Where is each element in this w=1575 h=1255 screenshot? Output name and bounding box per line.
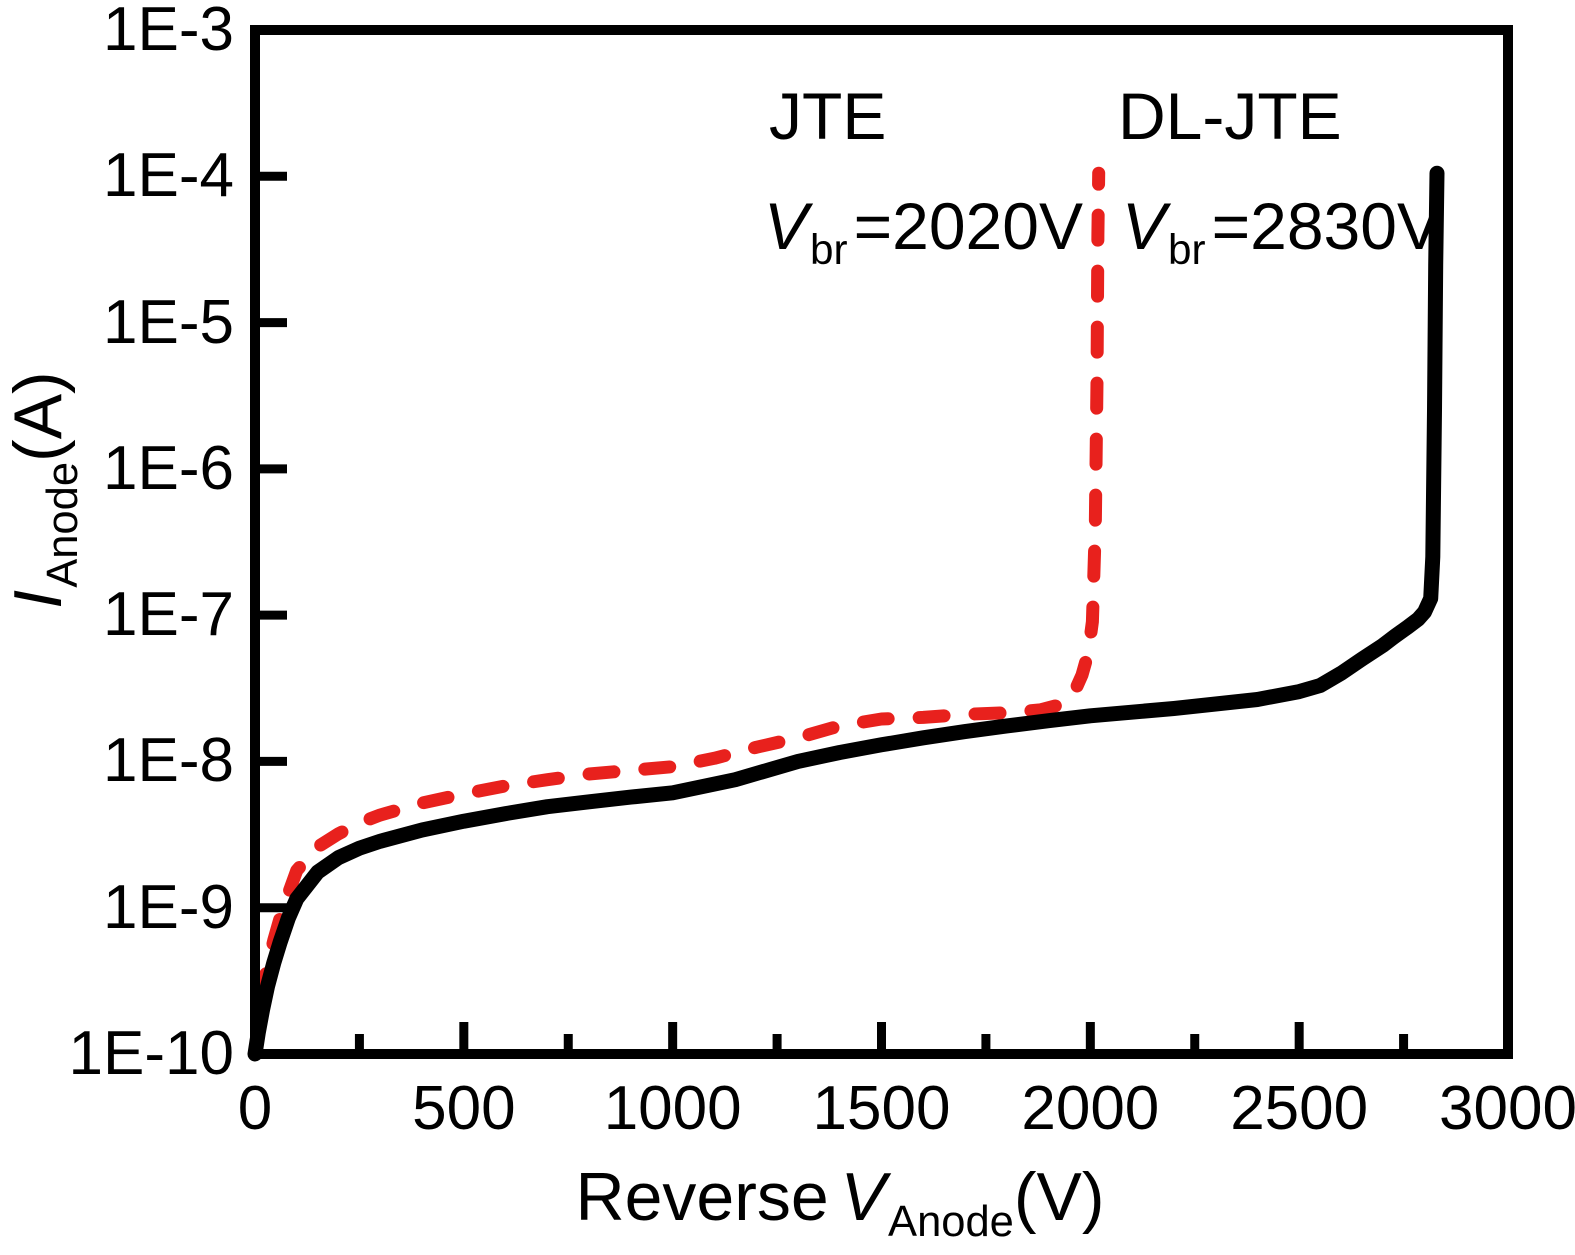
vbr2-value: =2830V [1211,189,1441,263]
y-tick-label: 1E-5 [103,287,234,357]
x-tick-label: 2000 [1021,1074,1160,1143]
y-axis-symbol: I [0,589,76,609]
series-label-jte: JTE [769,79,887,153]
x-axis-symbol: V [840,1159,887,1235]
series-jte-curve [248,166,1106,1061]
y-tick-label: 1E-9 [103,872,234,942]
vbr1-value: =2020V [853,189,1083,263]
y-tick-label: 1E-10 [68,1019,234,1088]
series-dl-jte-curve [247,165,1445,1062]
y-axis-subscript: Anode [38,461,87,588]
y-tick-label: 1E-7 [103,580,234,650]
series-label-dl-jte: DL-JTE [1118,79,1342,153]
y-axis-unit: (A) [0,371,76,462]
vbr1-subscript: br [810,226,848,274]
x-axis-prefix: Reverse [575,1159,829,1235]
y-tick-label: 1E-8 [103,726,234,796]
vbr1-symbol: V [764,189,809,263]
x-tick-label: 1500 [812,1074,951,1143]
jte-breakdown-annotation: Vbr=2020V [764,193,1083,271]
x-axis-unit: (V) [1013,1159,1105,1235]
x-axis-title: Reverse VAnode(V) [575,1163,1104,1243]
x-tick-label: 500 [412,1074,516,1143]
dl-jte-breakdown-annotation: Vbr=2830V [1122,193,1441,271]
x-tick-label: 0 [237,1074,273,1143]
y-axis-title: IAnode(A) [0,371,87,608]
y-tick-label: 1E-3 [103,0,234,64]
x-tick-label: 1000 [603,1074,742,1143]
vbr2-subscript: br [1168,226,1206,274]
y-tick-label: 1E-4 [103,141,234,211]
y-tick-label: 1E-6 [103,433,234,503]
x-tick-label: 3000 [1439,1074,1575,1143]
vbr2-symbol: V [1122,189,1167,263]
x-axis-subscript: Anode [888,1197,1014,1246]
x-tick-label: 2500 [1230,1074,1369,1143]
plot-frame [250,25,1513,1059]
